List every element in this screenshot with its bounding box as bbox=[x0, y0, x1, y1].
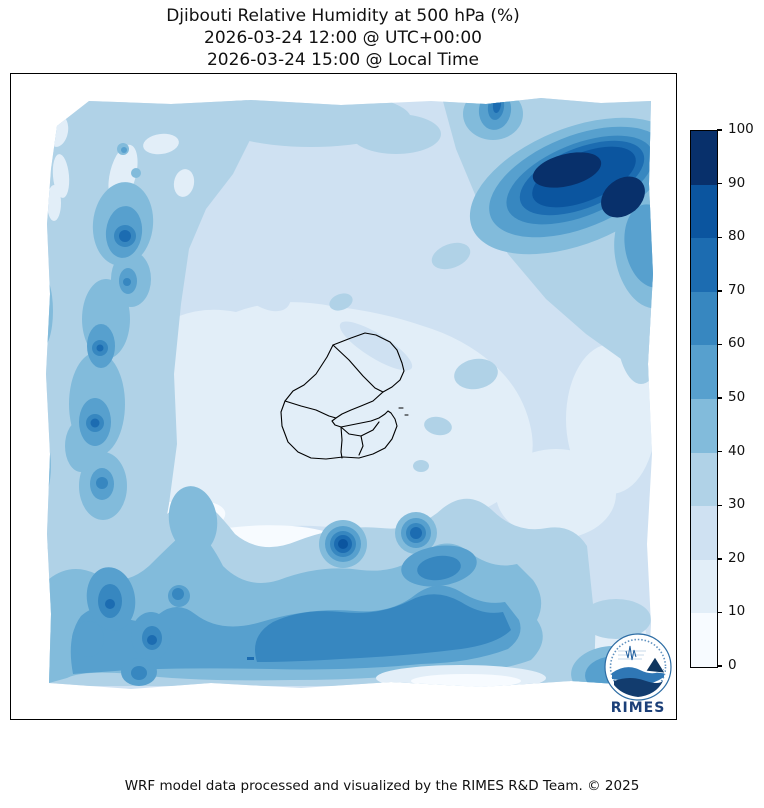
attribution-text: WRF model data processed and visualized … bbox=[124, 778, 640, 794]
tick-mark bbox=[717, 397, 722, 399]
colorbar-band bbox=[691, 506, 717, 560]
tick-label: 40 bbox=[728, 442, 746, 459]
tick-label: 70 bbox=[728, 281, 746, 298]
humidity-contour-map: RIMES bbox=[46, 98, 672, 716]
contour-field bbox=[46, 98, 653, 689]
colorbar-band bbox=[691, 131, 717, 185]
tick-label: 60 bbox=[728, 335, 746, 352]
tick-label: 30 bbox=[728, 496, 746, 513]
tick-label: 90 bbox=[728, 174, 746, 191]
colorbar-band bbox=[691, 184, 717, 239]
contour-bottom-white-strip bbox=[411, 674, 521, 688]
tick-mark bbox=[717, 558, 722, 560]
contour-streaks-20-30 bbox=[231, 185, 413, 371]
colorbar-band bbox=[691, 398, 717, 453]
logo-wave-dark bbox=[614, 678, 663, 697]
tick-label: 80 bbox=[728, 228, 746, 245]
djibouti-boundary bbox=[280, 332, 409, 460]
tick-mark bbox=[717, 611, 722, 614]
chart-subtitle-local: 2026-03-24 15:00 @ Local Time bbox=[206, 50, 480, 70]
tick-label: 100 bbox=[728, 121, 754, 137]
tick-mark bbox=[717, 182, 722, 185]
chart-subtitle-utc: 2026-03-24 12:00 @ UTC+00:00 bbox=[204, 28, 482, 48]
rimes-logo: RIMES bbox=[604, 633, 672, 716]
colorbar-band bbox=[691, 291, 717, 346]
tick-mark bbox=[717, 665, 722, 667]
colorbar-band bbox=[691, 345, 717, 399]
map-frame: RIMES bbox=[10, 73, 677, 720]
title-block: Djibouti Relative Humidity at 500 hPa (%… bbox=[10, 5, 676, 71]
colorbar-band bbox=[691, 559, 717, 614]
colorbar-band bbox=[691, 238, 717, 292]
colorbar-band bbox=[691, 613, 717, 667]
tick-mark bbox=[717, 504, 722, 506]
tick-mark bbox=[717, 450, 722, 453]
tick-mark bbox=[717, 129, 722, 131]
colorbar-band bbox=[691, 452, 717, 507]
tick-mark bbox=[717, 343, 722, 346]
logo-ring-text bbox=[609, 638, 667, 696]
logo-mountain-icon bbox=[645, 656, 666, 674]
tick-label: 10 bbox=[728, 603, 746, 620]
chart-title: Djibouti Relative Humidity at 500 hPa (%… bbox=[166, 6, 520, 26]
logo-wordmark: RIMES bbox=[611, 700, 666, 716]
logo-seismograph-icon bbox=[625, 645, 637, 661]
tick-label: 20 bbox=[728, 549, 746, 566]
tick-label: 0 bbox=[728, 657, 737, 673]
contour-layer-90-100 bbox=[532, 152, 645, 218]
tick-mark bbox=[717, 236, 722, 238]
tick-label: 50 bbox=[728, 389, 746, 405]
colorbar-bands bbox=[690, 130, 718, 668]
colorbar: 100 90 80 70 60 50 40 30 20 10 0 bbox=[690, 121, 764, 673]
tick-mark bbox=[717, 290, 722, 292]
